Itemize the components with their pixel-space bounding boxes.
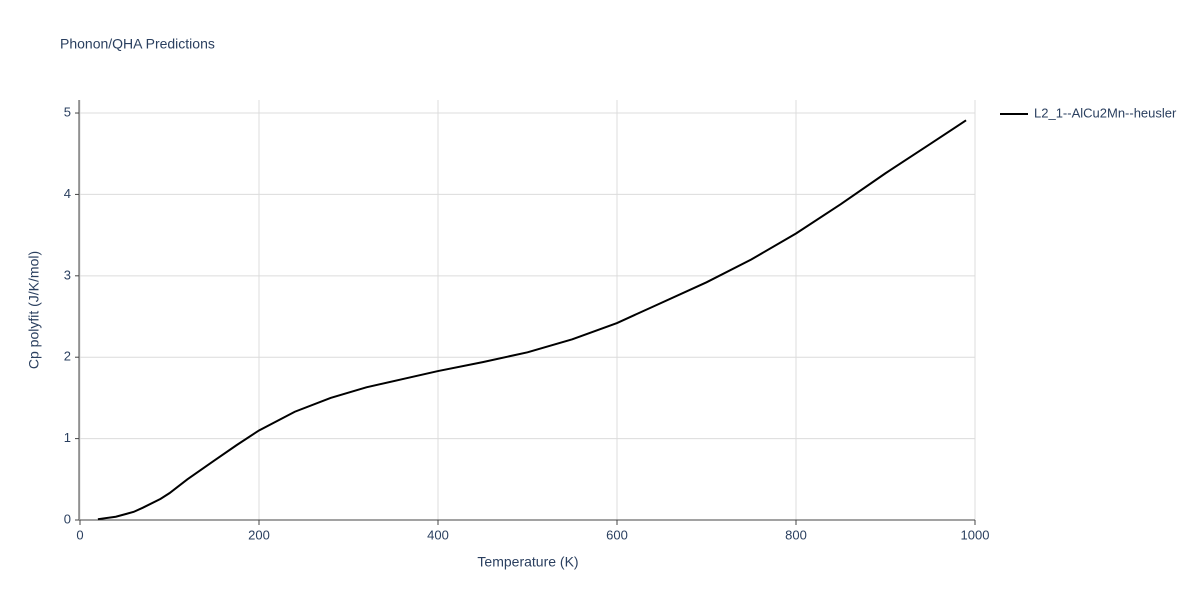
y-tick-label: 1	[64, 430, 71, 445]
x-tick-label: 400	[427, 527, 449, 542]
y-tick-label: 3	[64, 267, 71, 282]
data-line	[97, 119, 967, 521]
x-tick-label: 600	[606, 527, 628, 542]
x-tick-label: 200	[248, 527, 270, 542]
y-tick-label: 4	[64, 186, 71, 201]
chart-title: Phonon/QHA Predictions	[60, 36, 215, 52]
y-axis-label: Cp polyfit (J/K/mol)	[26, 251, 42, 369]
x-tick-label: 1000	[961, 527, 990, 542]
y-tick-label: 2	[64, 349, 71, 364]
x-tick-label: 0	[76, 527, 83, 542]
legend-label: L2_1--AlCu2Mn--heusler	[1034, 105, 1177, 120]
x-tick-label: 800	[785, 527, 807, 542]
y-tick-label: 0	[64, 511, 71, 526]
x-axis-label: Temperature (K)	[477, 554, 578, 570]
y-tick-label: 5	[64, 104, 71, 119]
